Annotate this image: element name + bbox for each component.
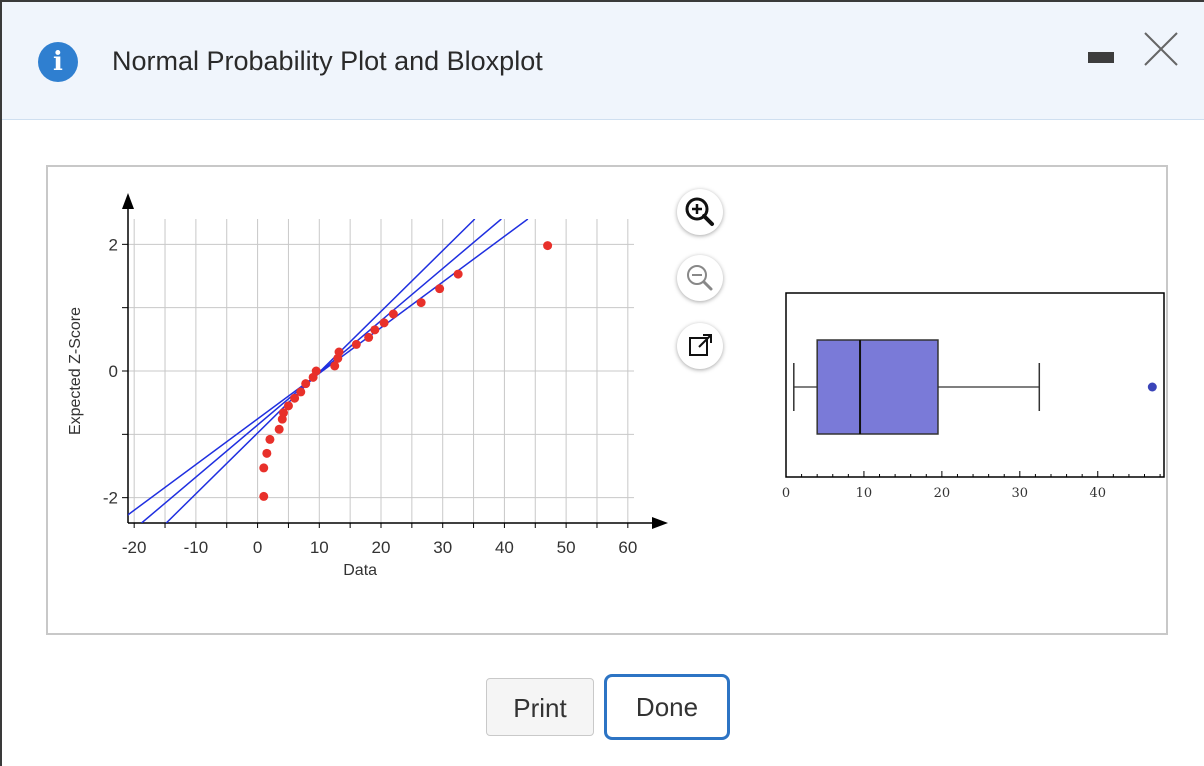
x-axis-arrow [652,517,668,529]
x-tick-label: 50 [557,538,576,557]
x-tick-label: 20 [372,538,391,557]
x-tick-label: 10 [310,538,329,557]
chart-panel: -20 -10 0 10 20 30 40 50 60 -2 0 2 Data Expected Z-Sc… [46,165,1168,635]
print-button[interactable]: Print [486,678,594,736]
data-point [301,379,311,389]
boxplot-tick-label: 10 [856,486,873,501]
data-point [330,361,340,371]
data-point [274,424,284,434]
data-point [311,366,321,376]
y-axis-arrow [122,193,134,209]
x-axis-title: Data [343,562,377,579]
done-button[interactable]: Done [604,674,730,740]
x-tick-label: -20 [122,538,147,557]
boxplot-tick-label: 40 [1089,486,1106,501]
data-point [283,401,293,411]
data-point [416,298,426,308]
data-point [543,241,553,251]
x-tick-label: 40 [495,538,514,557]
outlier-point [1147,382,1157,392]
zoom-in-button[interactable] [677,189,723,235]
y-tick-label: -2 [103,489,118,508]
dialog-header: i Normal Probability Plot and Bloxplot [2,2,1204,120]
close-icon[interactable] [1142,30,1180,68]
y-tick-label: 0 [109,362,118,381]
data-point [351,339,361,349]
x-tick-label: -10 [184,538,209,557]
data-point [379,318,389,328]
data-point [364,332,374,342]
reference-line-lower [128,219,529,516]
data-point [334,347,344,357]
data-point [290,393,300,403]
data-point [453,269,463,279]
data-point [262,448,272,458]
boxplot-tick-label: 20 [934,486,951,501]
info-icon: i [38,42,78,82]
data-point [265,434,275,444]
boxplot-tick-label: 0 [782,486,790,501]
zoom-out-icon [687,265,713,291]
zoom-out-button[interactable] [677,255,723,301]
y-axis-title: Expected Z-Score [67,307,84,435]
popout-icon [689,334,712,356]
data-point [388,309,398,319]
data-point [259,463,269,473]
zoom-in-icon [685,197,714,226]
x-tick-label: 60 [618,538,637,557]
dialog-title: Normal Probability Plot and Bloxplot [112,46,543,76]
popout-button[interactable] [677,323,723,369]
boxplot: 0 10 20 30 40 [782,292,1165,501]
y-tick-label: 2 [109,235,118,254]
data-point [435,284,445,294]
data-point [279,408,289,418]
x-tick-label: 0 [253,538,262,557]
data-point [370,325,380,335]
x-tick-label: 30 [433,538,452,557]
data-point [296,387,306,397]
window-left-border [0,0,2,766]
window-top-border [0,0,1204,2]
data-point [259,491,269,501]
boxplot-tick-label: 30 [1012,486,1029,501]
minimize-icon[interactable] [1088,52,1114,63]
iqr-box [816,339,939,435]
